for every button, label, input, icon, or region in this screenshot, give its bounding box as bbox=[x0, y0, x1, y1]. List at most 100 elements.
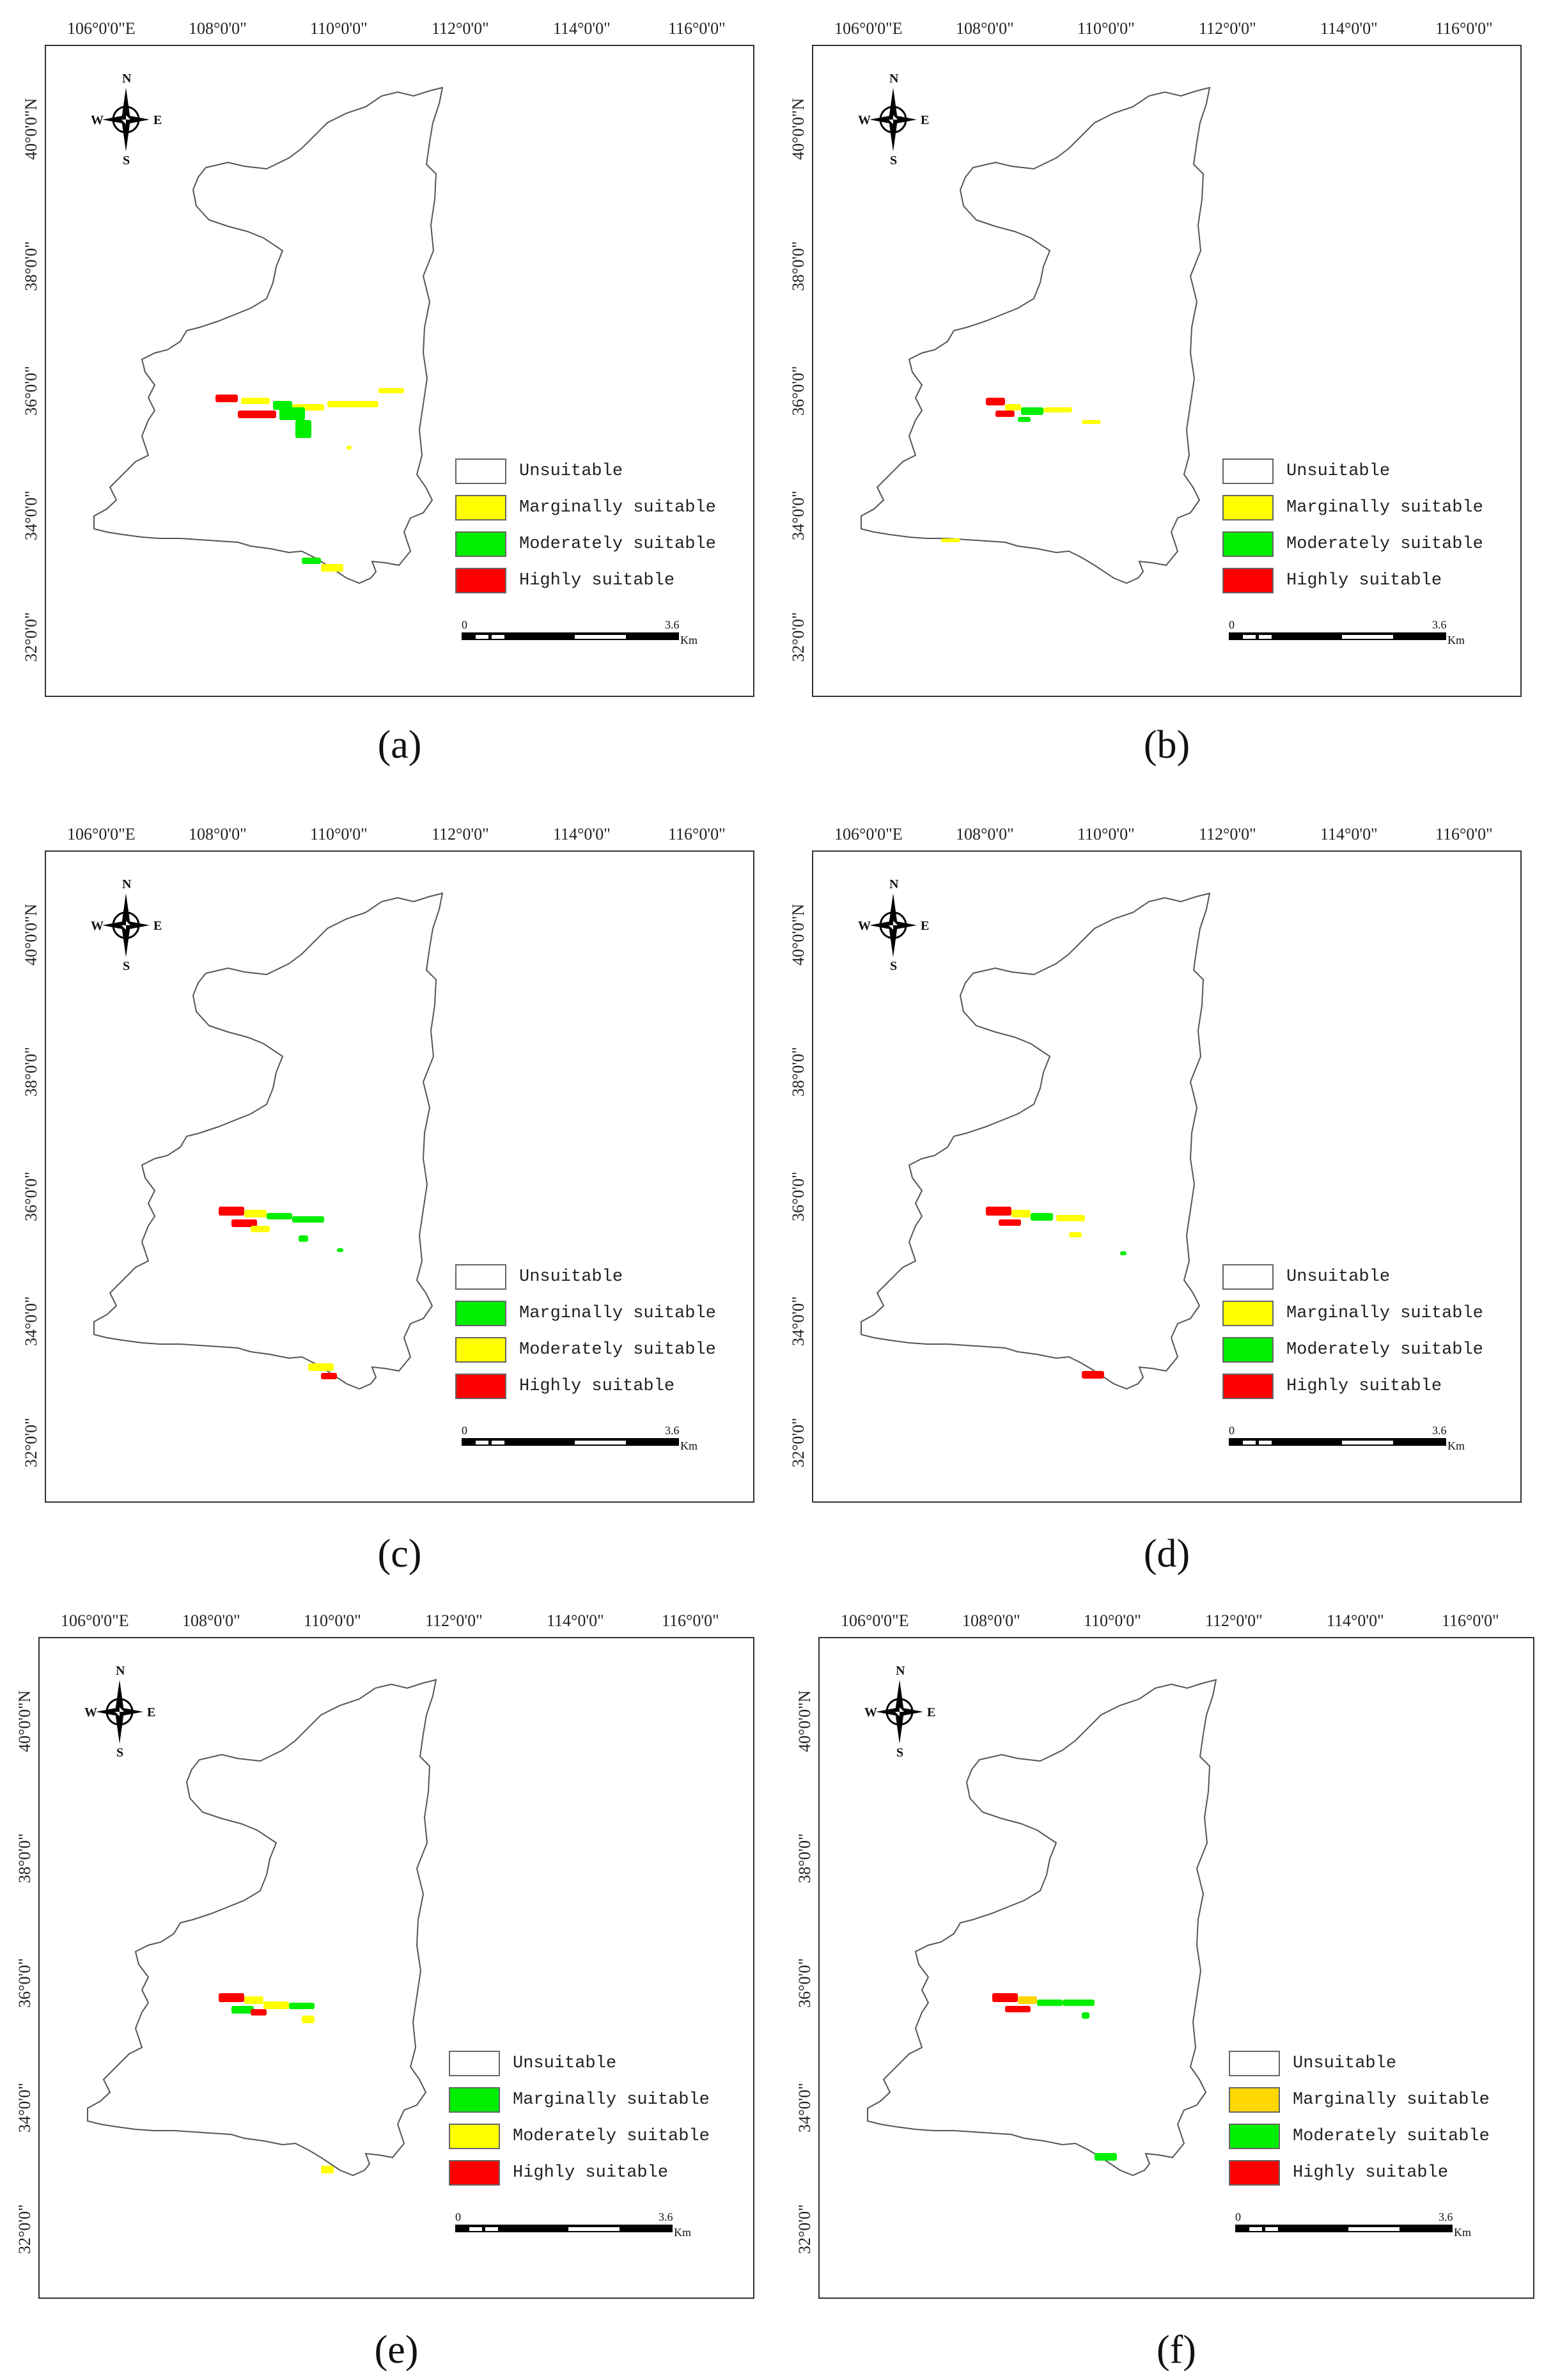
latitude-label: 40°0'0"N bbox=[22, 98, 40, 160]
scale-start-label: 0 bbox=[1235, 2211, 1241, 2223]
longitude-label: 114°0'0" bbox=[553, 19, 611, 38]
longitude-label: 116°0'0" bbox=[1442, 1611, 1499, 1630]
longitude-label: 114°0'0" bbox=[553, 825, 611, 843]
scale-bar-segment bbox=[492, 635, 504, 639]
suitability-patch bbox=[378, 388, 404, 393]
longitude-label: 106°0'0"E bbox=[841, 1611, 909, 1630]
longitude-label: 110°0'0" bbox=[1084, 1611, 1141, 1630]
compass-s-label: S bbox=[890, 153, 898, 168]
latitude-label: 38°0'0" bbox=[789, 241, 807, 291]
legend-swatch bbox=[449, 2051, 500, 2076]
panel-caption: (d) bbox=[1143, 1532, 1190, 1576]
legend-swatch bbox=[449, 2160, 500, 2186]
latitude-label: 40°0'0"N bbox=[789, 904, 807, 966]
scale-start-label: 0 bbox=[462, 1424, 467, 1437]
legend-swatch bbox=[1229, 2087, 1280, 2113]
legend-swatch bbox=[1222, 1301, 1274, 1326]
compass-w-label: W bbox=[858, 113, 871, 127]
compass-w-label: W bbox=[858, 919, 871, 933]
legend-swatch bbox=[449, 2124, 500, 2149]
compass-e-label: E bbox=[927, 1705, 936, 1719]
latitude-label: 38°0'0" bbox=[22, 241, 40, 291]
province-map bbox=[93, 892, 444, 1390]
scale-bar: 0 3.6 Km bbox=[462, 1424, 698, 1462]
scale-bar-graphic bbox=[455, 2225, 673, 2232]
legend-swatch bbox=[455, 531, 506, 557]
suitability-patch bbox=[986, 398, 1005, 405]
scale-bar-segment bbox=[1348, 2227, 1400, 2231]
province-map bbox=[861, 86, 1211, 584]
province-map bbox=[93, 86, 444, 584]
latitude-label: 32°0'0" bbox=[789, 1418, 807, 1468]
suitability-patch bbox=[238, 411, 276, 418]
suitability-patch bbox=[1082, 420, 1101, 424]
longitude-label: 112°0'0" bbox=[432, 825, 489, 843]
scale-bar-segment bbox=[1243, 1441, 1256, 1444]
longitude-label: 108°0'0" bbox=[956, 825, 1014, 843]
map-frame: N S W E Unsuitable Marginally suitable Moderat… bbox=[38, 1637, 754, 2299]
longitude-label: 112°0'0" bbox=[1199, 19, 1256, 38]
suitability-patch bbox=[1021, 407, 1043, 415]
scale-bar-segment bbox=[1259, 635, 1272, 639]
longitude-label: 106°0'0"E bbox=[834, 19, 903, 38]
suitability-patch bbox=[219, 1993, 244, 2002]
panel-caption: (f) bbox=[1157, 2328, 1196, 2372]
north-arrow-icon: N S W E bbox=[91, 72, 162, 168]
suitability-patch bbox=[308, 1363, 334, 1371]
scale-bar-segment bbox=[1342, 1441, 1393, 1444]
scale-unit-label: Km bbox=[1447, 634, 1465, 646]
province-boundary bbox=[861, 86, 1211, 584]
scale-bar-segment bbox=[476, 635, 488, 639]
latitude-label: 38°0'0" bbox=[15, 1833, 34, 1883]
compass-e-label: E bbox=[921, 919, 930, 933]
scale-bar-segment bbox=[568, 2227, 620, 2231]
map-panel: 106°0'0"E 108°0'0" 110°0'0" 112°0'0" 114°0'0… bbox=[22, 825, 754, 1547]
legend-label: Unsuitable bbox=[1286, 462, 1391, 481]
longitude-label: 116°0'0" bbox=[668, 825, 726, 843]
scale-bar-segment bbox=[492, 1441, 504, 1444]
legend-label: Moderately suitable bbox=[519, 1340, 716, 1359]
suitability-patch bbox=[1005, 2006, 1031, 2012]
map-frame: N S W E Unsuitable Marginally suitable Moderat… bbox=[812, 45, 1522, 697]
legend-swatch bbox=[1222, 1374, 1274, 1399]
compass-s-label: S bbox=[123, 959, 130, 973]
longitude-label: 116°0'0" bbox=[1435, 825, 1493, 843]
scale-start-label: 0 bbox=[455, 2211, 461, 2223]
north-arrow-icon: N S W E bbox=[858, 877, 930, 973]
longitude-label: 112°0'0" bbox=[1199, 825, 1256, 843]
longitude-label: 110°0'0" bbox=[310, 825, 368, 843]
scale-bar-graphic bbox=[462, 632, 679, 640]
longitude-label: 116°0'0" bbox=[1435, 19, 1493, 38]
legend-label: Unsuitable bbox=[519, 1267, 623, 1287]
scale-bar-segment bbox=[575, 1441, 626, 1444]
compass-rose-icon bbox=[876, 1680, 923, 1744]
longitude-label: 106°0'0"E bbox=[61, 1611, 129, 1630]
legend-swatch bbox=[455, 1301, 506, 1326]
map-frame: N S W E Unsuitable Marginally suitable Moderat… bbox=[818, 1637, 1534, 2299]
suitability-patch bbox=[321, 2166, 334, 2173]
province-boundary bbox=[87, 1679, 437, 2177]
suitability-patch bbox=[1082, 2012, 1089, 2019]
province-boundary bbox=[867, 1679, 1217, 2177]
legend-swatch bbox=[1229, 2160, 1280, 2186]
scale-end-label: 3.6 bbox=[1432, 618, 1447, 631]
legend-swatch bbox=[455, 568, 506, 593]
suitability-patch bbox=[263, 2001, 289, 2009]
province-boundary bbox=[861, 892, 1211, 1390]
map-panel: 106°0'0"E 108°0'0" 110°0'0" 112°0'0" 114°0'0… bbox=[22, 19, 754, 742]
compass-quarter bbox=[121, 120, 126, 124]
legend-label: Unsuitable bbox=[1286, 1267, 1391, 1287]
suitability-patch bbox=[251, 1226, 270, 1232]
latitude-label: 36°0'0" bbox=[789, 366, 807, 416]
suitability-patch bbox=[1018, 417, 1031, 422]
latitude-label: 36°0'0" bbox=[22, 366, 40, 416]
compass-w-label: W bbox=[91, 919, 104, 933]
legend-swatch bbox=[1222, 531, 1274, 557]
suitability-patch bbox=[1043, 407, 1072, 412]
scale-bar-graphic bbox=[462, 1438, 679, 1446]
longitude-label: 106°0'0"E bbox=[67, 19, 136, 38]
scale-start-label: 0 bbox=[1229, 618, 1235, 631]
panel-caption: (c) bbox=[377, 1532, 422, 1576]
latitude-label: 36°0'0" bbox=[15, 1958, 34, 2008]
latitude-label: 34°0'0" bbox=[15, 2083, 34, 2133]
